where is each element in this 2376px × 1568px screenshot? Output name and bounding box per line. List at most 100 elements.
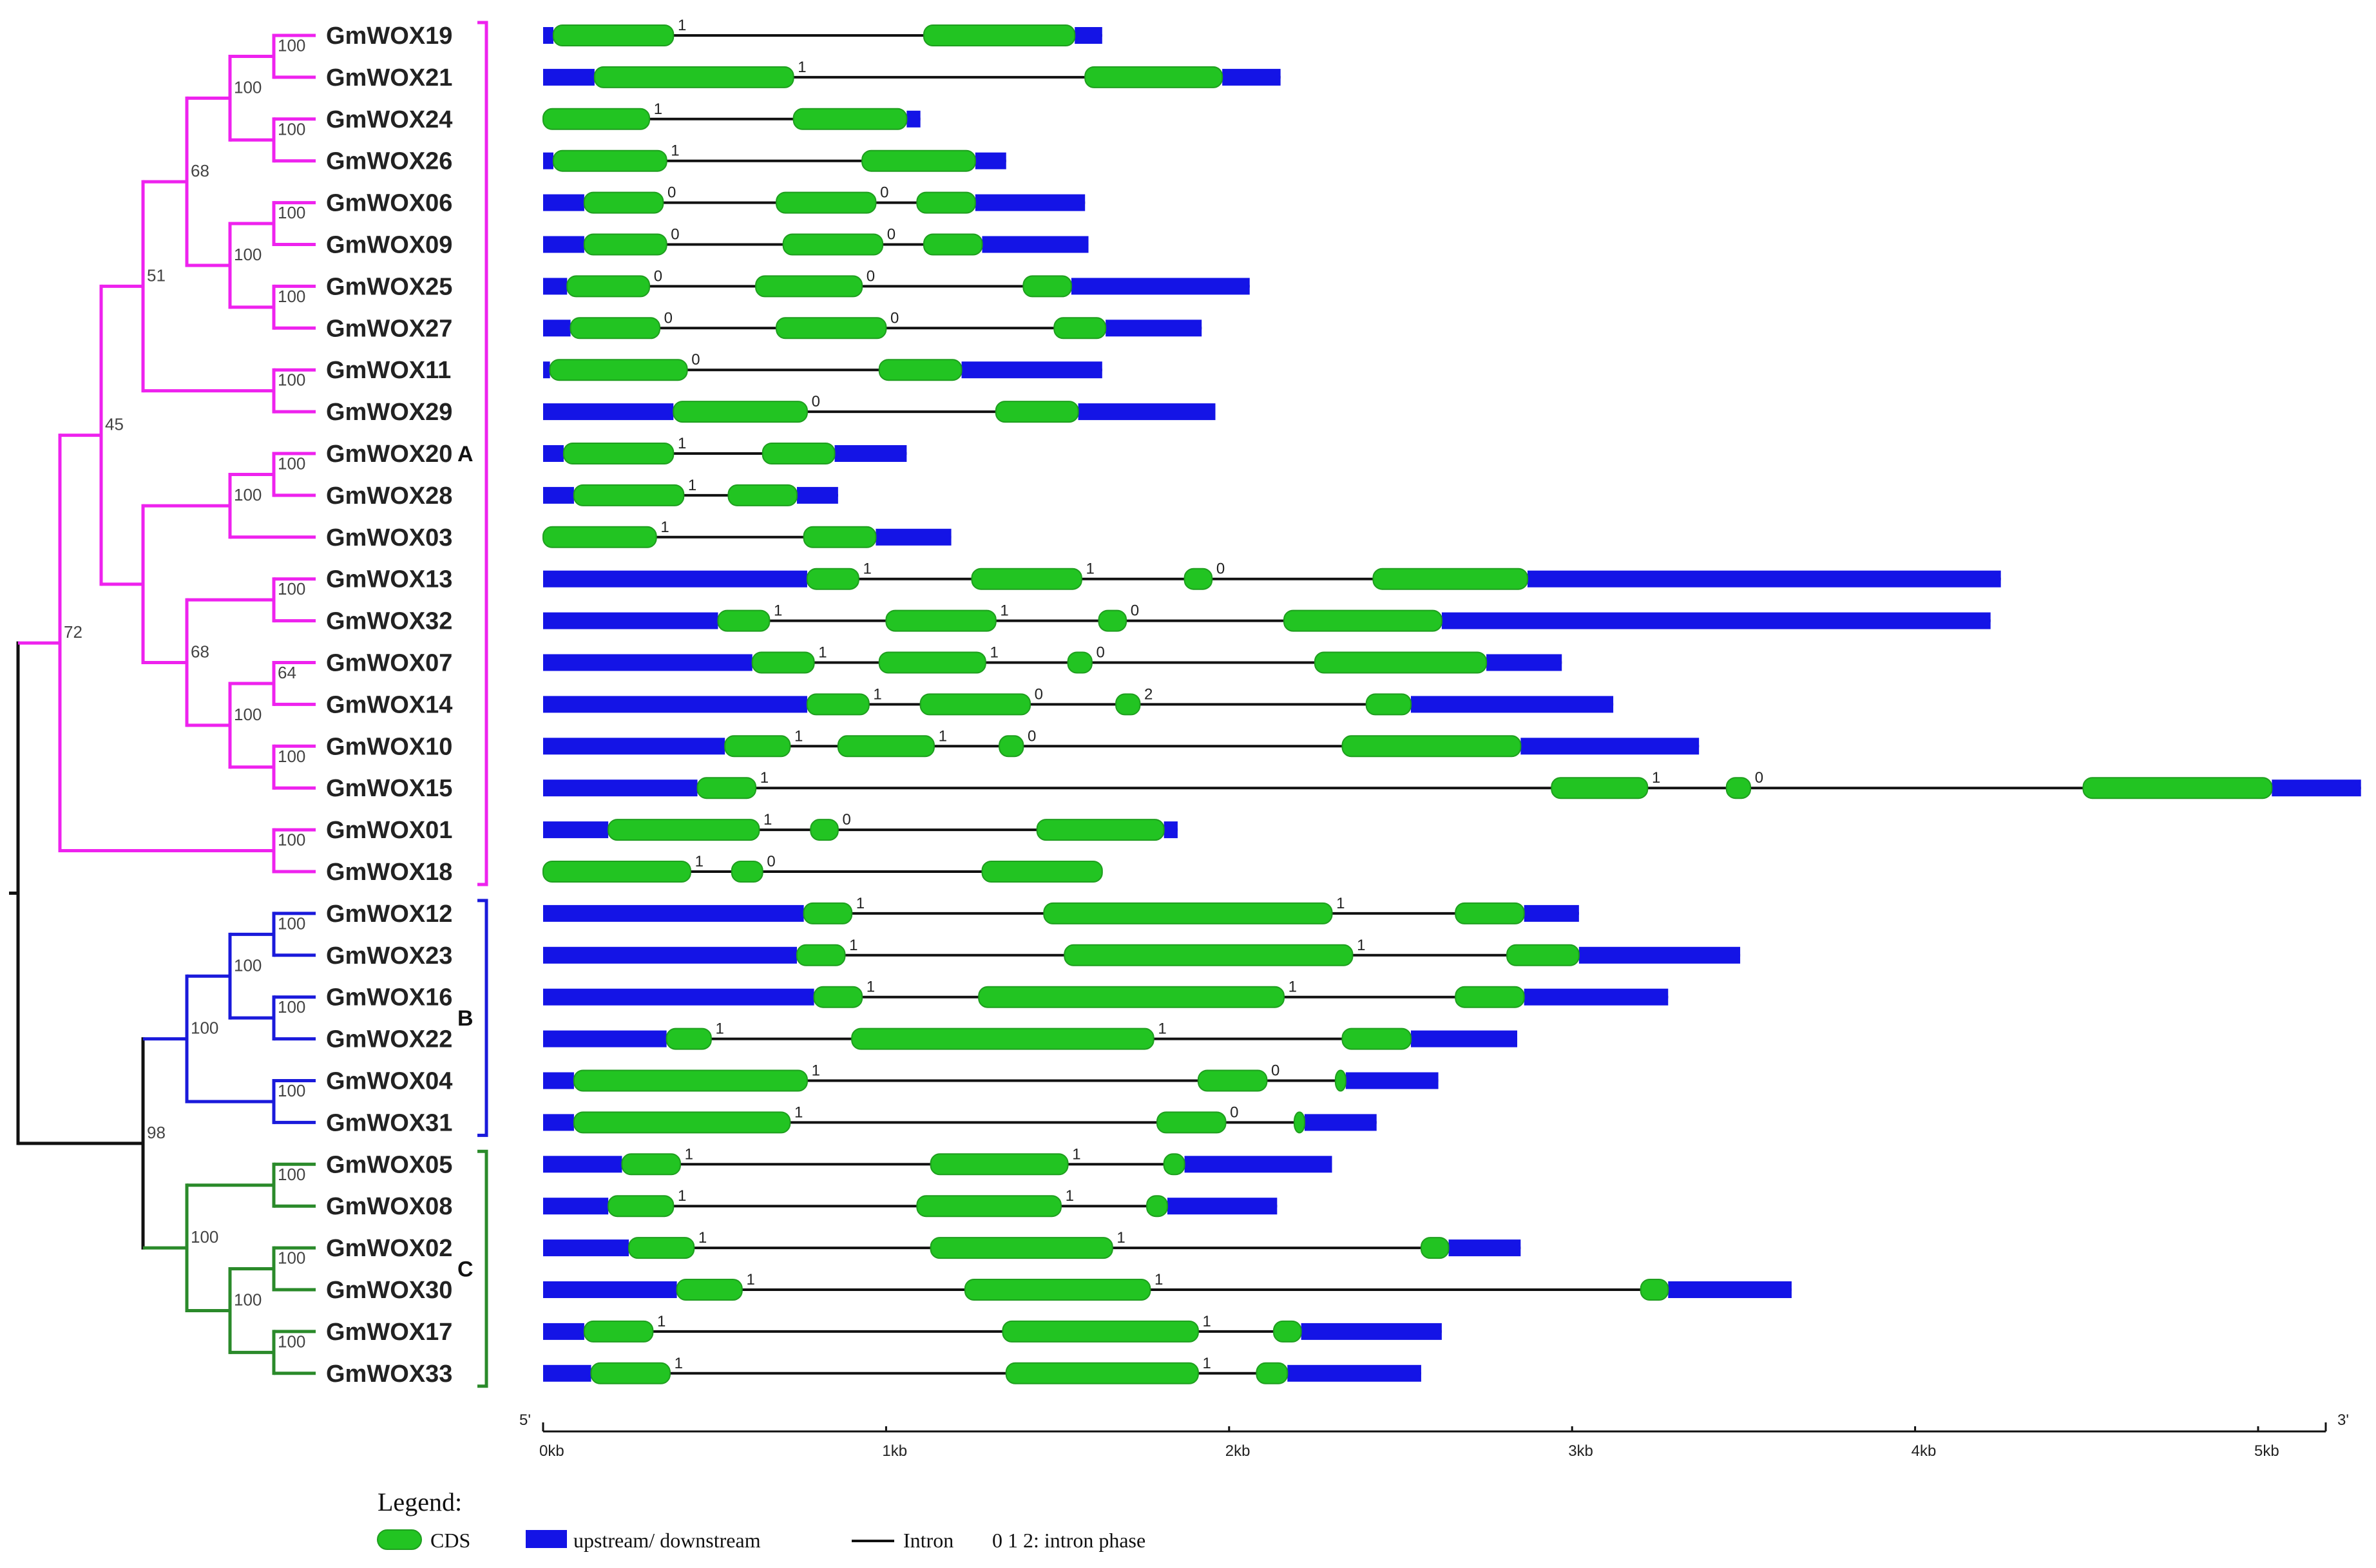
intron-phase: 1 — [1000, 602, 1008, 620]
gene-label: GmWOX17 — [326, 1319, 452, 1346]
utr-block — [1578, 946, 1741, 964]
utr-block — [543, 570, 807, 588]
cds-block — [885, 609, 997, 632]
cds-block — [573, 1111, 791, 1134]
cds-block — [776, 191, 877, 214]
cds-block — [1156, 1111, 1227, 1134]
intron-phase: 0 — [1271, 1062, 1279, 1080]
three-prime-label: 3' — [2337, 1411, 2349, 1429]
clade-bracket — [477, 21, 488, 886]
utr-block — [1301, 1323, 1442, 1340]
utr-block — [543, 445, 564, 462]
intron-phase: 0 — [667, 184, 676, 202]
bootstrap-value: 100 — [278, 287, 305, 306]
clade-label: C — [457, 1257, 474, 1282]
gene-label: GmWOX14 — [326, 691, 452, 718]
gene-label: GmWOX01 — [326, 817, 452, 844]
gene-label: GmWOX27 — [326, 315, 452, 342]
utr-block — [1527, 570, 2001, 588]
cds-block — [666, 1028, 712, 1050]
cds-block — [608, 1195, 675, 1218]
intron-phase: 0 — [880, 184, 888, 202]
cds-block — [995, 401, 1079, 423]
cds-block — [878, 359, 963, 381]
bootstrap-value: 100 — [278, 1332, 305, 1351]
intron-phase: 1 — [695, 853, 704, 870]
bootstrap-value: 98 — [147, 1123, 166, 1142]
cds-block — [1197, 1069, 1268, 1092]
cds-block — [673, 401, 808, 423]
cds-block — [628, 1237, 695, 1259]
cds-block — [930, 1237, 1113, 1259]
bootstrap-value: 68 — [191, 161, 209, 180]
legend-phase-label: 0 1 2: intron phase — [992, 1529, 1145, 1552]
gene-structures: 1 1 1 1 0 0 0 0 0 0 0 0 0 0 1 1 1 1 1 0 1 1 0 1 1 0 1 0 2 1 1 0 1 1 0 1 0 1 0 1… — [542, 17, 2361, 1384]
utr-block — [543, 194, 584, 211]
cds-block — [549, 359, 688, 381]
utr-block — [1520, 738, 1700, 755]
utr-block — [1448, 1239, 1521, 1257]
cds-block — [1455, 986, 1525, 1008]
utr-block — [543, 1281, 677, 1298]
intron-phase: 0 — [1131, 602, 1139, 620]
gene-label: GmWOX19 — [326, 23, 452, 50]
utr-block — [543, 612, 718, 629]
utr-block — [543, 1323, 584, 1340]
cds-block — [776, 317, 887, 339]
cds-block — [1053, 317, 1107, 339]
intron-phase: 0 — [890, 309, 899, 327]
cds-block — [971, 568, 1082, 590]
gene-label: GmWOX23 — [326, 942, 452, 970]
intron-phase: 1 — [1086, 560, 1095, 578]
gene-label: GmWOX32 — [326, 608, 452, 635]
cds-block — [1183, 568, 1213, 590]
legend-cds-label: CDS — [430, 1529, 470, 1552]
intron-phase: 0 — [843, 811, 851, 828]
cds-block — [1098, 609, 1127, 632]
intron-phase: 1 — [660, 519, 669, 536]
intron-phase: 1 — [863, 560, 871, 578]
bootstrap-value: 72 — [64, 622, 82, 642]
utr-block — [1410, 696, 1614, 713]
gene-label: GmWOX31 — [326, 1109, 452, 1136]
utr-block — [1075, 27, 1102, 44]
utr-block — [543, 738, 725, 755]
intron-phase: 1 — [1154, 1271, 1163, 1288]
cds-block — [1341, 1028, 1412, 1050]
bootstrap-value: 100 — [278, 1081, 305, 1100]
kb-axis: 5' 3' 0kb 1kb 2kb 3kb 4kb 5kb — [519, 1411, 2349, 1460]
bootstrap-value: 100 — [234, 955, 262, 975]
gene-label: GmWOX30 — [326, 1277, 452, 1304]
intron-phase: 0 — [1035, 685, 1043, 703]
intron-phase: 1 — [990, 644, 998, 662]
cds-block — [1043, 902, 1333, 924]
bootstrap-value: 100 — [278, 454, 305, 473]
legend: Legend: CDS upstream/ downstream Intron … — [377, 1487, 1145, 1552]
intron-phase: 1 — [678, 17, 686, 34]
cds-block — [1256, 1362, 1289, 1384]
utr-block — [543, 1239, 629, 1257]
cds-block — [2082, 777, 2273, 799]
utr-block — [543, 236, 584, 253]
cds-block — [782, 233, 884, 256]
cds-block — [1372, 568, 1528, 590]
bootstrap-value: 100 — [234, 77, 262, 97]
gene-label: GmWOX24 — [326, 106, 452, 133]
cds-block — [1002, 1320, 1199, 1343]
intron-phase: 1 — [867, 979, 875, 996]
intron-phase: 1 — [746, 1271, 754, 1288]
cds-block — [1455, 902, 1525, 924]
legend-utr-swatch — [526, 1530, 567, 1548]
gene-label: GmWOX28 — [326, 483, 452, 510]
utr-block — [1345, 1072, 1439, 1089]
intron-phase: 1 — [678, 1187, 686, 1205]
cds-block — [755, 275, 863, 298]
cds-block — [552, 149, 667, 172]
utr-block — [543, 1114, 574, 1131]
utr-block — [543, 1030, 667, 1047]
intron-phase: 1 — [798, 59, 806, 76]
utr-block — [543, 68, 595, 86]
intron-phase: 1 — [1652, 769, 1660, 787]
utr-block — [543, 403, 674, 421]
utr-block — [1486, 654, 1562, 671]
